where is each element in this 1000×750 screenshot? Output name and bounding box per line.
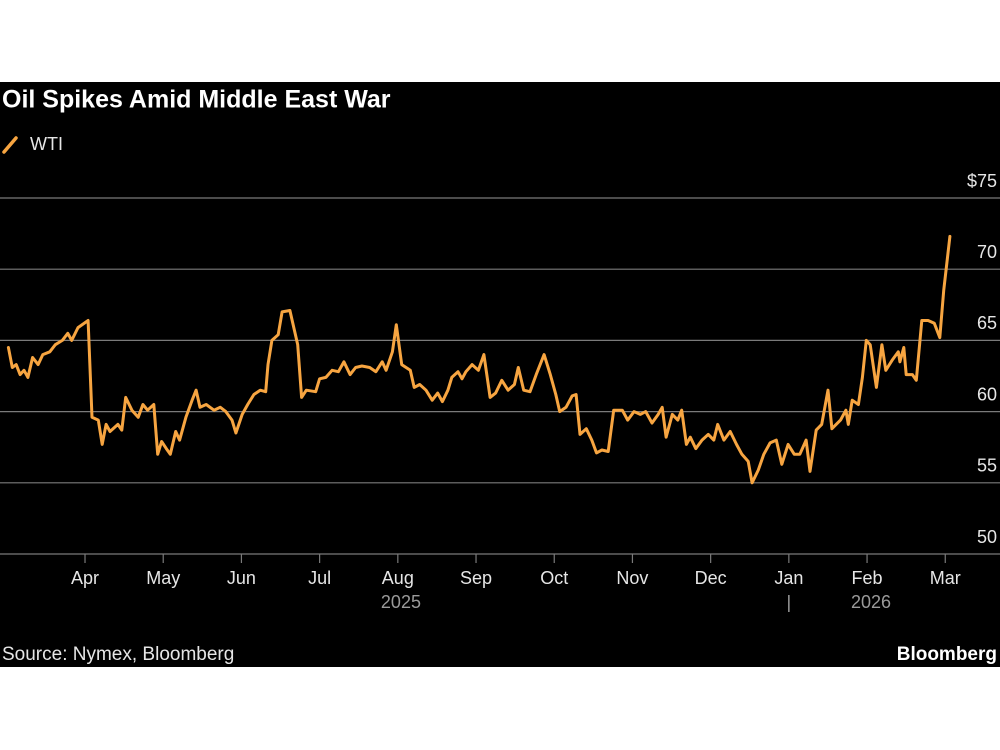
chart-title: Oil Spikes Amid Middle East War [2, 86, 391, 114]
x-tick-label: Dec [695, 568, 727, 588]
x-tick-label: Jan [774, 568, 803, 588]
y-tick-label: 60 [977, 384, 997, 404]
x-tick-label: Apr [71, 568, 99, 588]
legend-swatch [2, 136, 18, 154]
x-tick-label: Jun [227, 568, 256, 588]
x-tick-label: Oct [540, 568, 568, 588]
y-tick-label: 65 [977, 313, 997, 333]
x-tick-label: Mar [930, 568, 961, 588]
x-tick-label: Jul [308, 568, 331, 588]
x-tick-label: Sep [460, 568, 492, 588]
brand: Bloomberg [897, 644, 997, 665]
data-line [6, 234, 952, 485]
year-label: 2026 [851, 592, 891, 612]
source-note: Source: Nymex, Bloomberg [2, 644, 234, 665]
y-tick-label: 70 [977, 242, 997, 262]
x-tick-label: May [146, 568, 180, 588]
y-tick-label: 50 [977, 527, 997, 547]
chart-background [0, 82, 1000, 667]
x-tick-label: Feb [852, 568, 883, 588]
year-label: 2025 [381, 592, 421, 612]
x-tick-label: Aug [382, 568, 414, 588]
x-tick-label: Nov [616, 568, 648, 588]
plot-area: 50 55 60 65 70 $75 Apr May Jun Jul Aug Sep Oct Nov Dec… [0, 134, 1000, 612]
y-tick-label: $75 [967, 171, 997, 191]
legend-label: WTI [30, 134, 63, 154]
y-tick-label: 55 [977, 456, 997, 476]
